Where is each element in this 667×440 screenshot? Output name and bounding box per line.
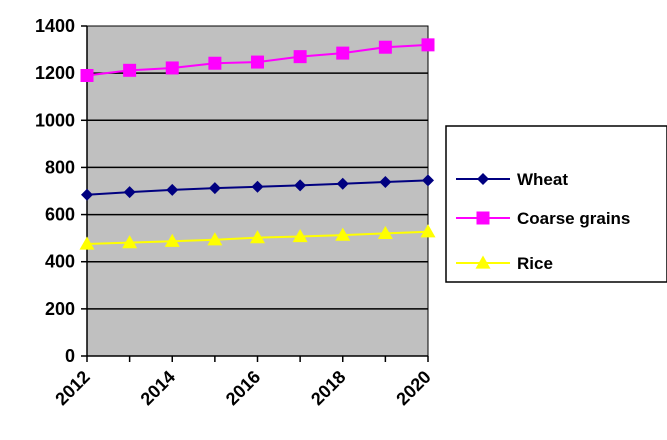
data-point-coarse-grains — [378, 40, 392, 54]
data-point-wheat — [251, 180, 264, 193]
x-tick-label: 2018 — [307, 367, 349, 409]
x-axis: 2012 2014 2016 2018 2020 — [51, 355, 435, 409]
legend-label-rice: Rice — [517, 254, 553, 273]
data-point-wheat — [166, 183, 179, 196]
data-point-rice — [420, 224, 436, 238]
y-tick-label: 1200 — [35, 63, 75, 83]
data-point-coarse-grains — [80, 69, 94, 82]
data-point-coarse-grains — [421, 38, 435, 52]
y-tick-label: 800 — [45, 157, 75, 177]
data-point-coarse-grains — [208, 56, 222, 70]
y-axis: 0 200 400 600 800 1000 1200 1400 — [35, 16, 88, 366]
data-point-wheat — [208, 182, 221, 195]
legend-label-wheat: Wheat — [517, 170, 568, 189]
data-point-wheat — [81, 188, 93, 201]
data-point-coarse-grains — [336, 46, 350, 60]
grid-lines — [87, 72, 428, 310]
x-tick-label: 2012 — [51, 367, 93, 409]
y-tick-label: 0 — [65, 346, 75, 366]
series-group — [79, 38, 436, 250]
x-tick-label: 2014 — [137, 367, 179, 409]
data-point-coarse-grains — [165, 61, 179, 75]
legend-label-coarse-grains: Coarse grains — [517, 209, 630, 228]
legend-marker-coarse-grains — [476, 211, 490, 225]
legend-marker-wheat — [477, 173, 489, 185]
data-point-wheat — [422, 174, 434, 187]
data-point-coarse-grains — [293, 50, 307, 64]
y-tick-label: 400 — [45, 252, 75, 272]
data-point-wheat — [336, 177, 349, 190]
x-tick-label: 2020 — [392, 367, 434, 409]
y-tick-label: 1000 — [35, 110, 75, 130]
legend-box — [445, 125, 667, 283]
data-point-rice — [377, 225, 393, 240]
data-point-rice — [335, 227, 351, 241]
data-point-rice — [207, 232, 223, 246]
data-point-coarse-grains — [251, 55, 264, 69]
data-point-rice — [122, 235, 138, 249]
data-point-coarse-grains — [123, 63, 137, 77]
data-point-wheat — [123, 186, 136, 199]
x-tick-label: 2016 — [222, 367, 264, 409]
data-point-wheat — [379, 176, 392, 189]
data-point-rice — [79, 236, 95, 250]
y-tick-label: 200 — [45, 299, 75, 319]
data-point-rice — [250, 230, 265, 244]
data-point-rice — [292, 228, 308, 243]
legend: Wheat Coarse grains Rice — [445, 125, 667, 283]
data-point-wheat — [294, 179, 307, 192]
y-tick-label: 1400 — [35, 16, 75, 36]
y-tick-label: 600 — [45, 205, 75, 225]
legend-marker-rice — [475, 255, 491, 269]
data-point-rice — [164, 233, 180, 247]
